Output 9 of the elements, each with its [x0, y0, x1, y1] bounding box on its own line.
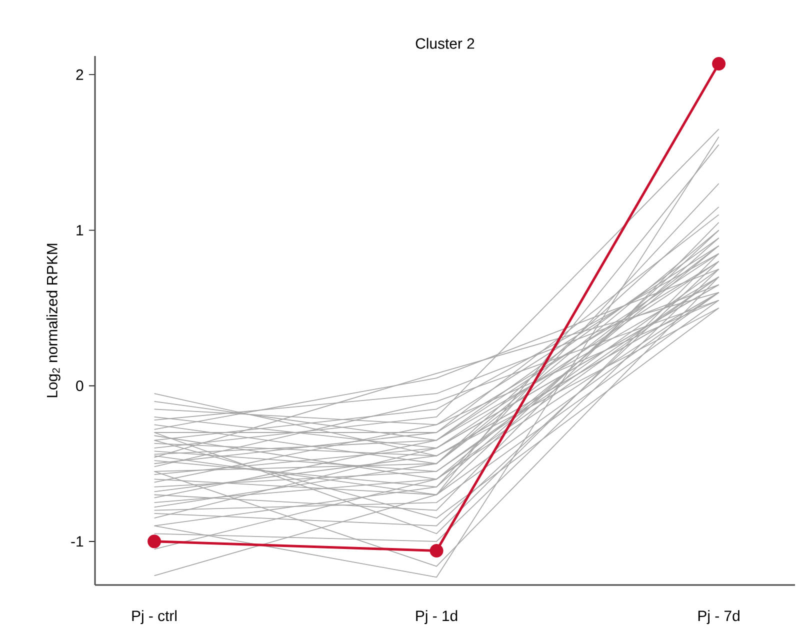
y-tick-label: 1	[76, 225, 84, 236]
y-tick-label: 0	[76, 380, 84, 392]
x-tick-label: Pj - 1d	[416, 610, 458, 624]
y-axis-title: Log$_{2}$ normalized RPKM	[46, 244, 60, 398]
x-tick-label: Pj - ctrl	[132, 610, 177, 624]
chart-title: Cluster 2	[416, 38, 474, 49]
y-tick-label: -1	[71, 536, 84, 547]
x-tick-label: Pj - 7d	[698, 610, 740, 624]
y-tick-label: 2	[76, 69, 84, 80]
